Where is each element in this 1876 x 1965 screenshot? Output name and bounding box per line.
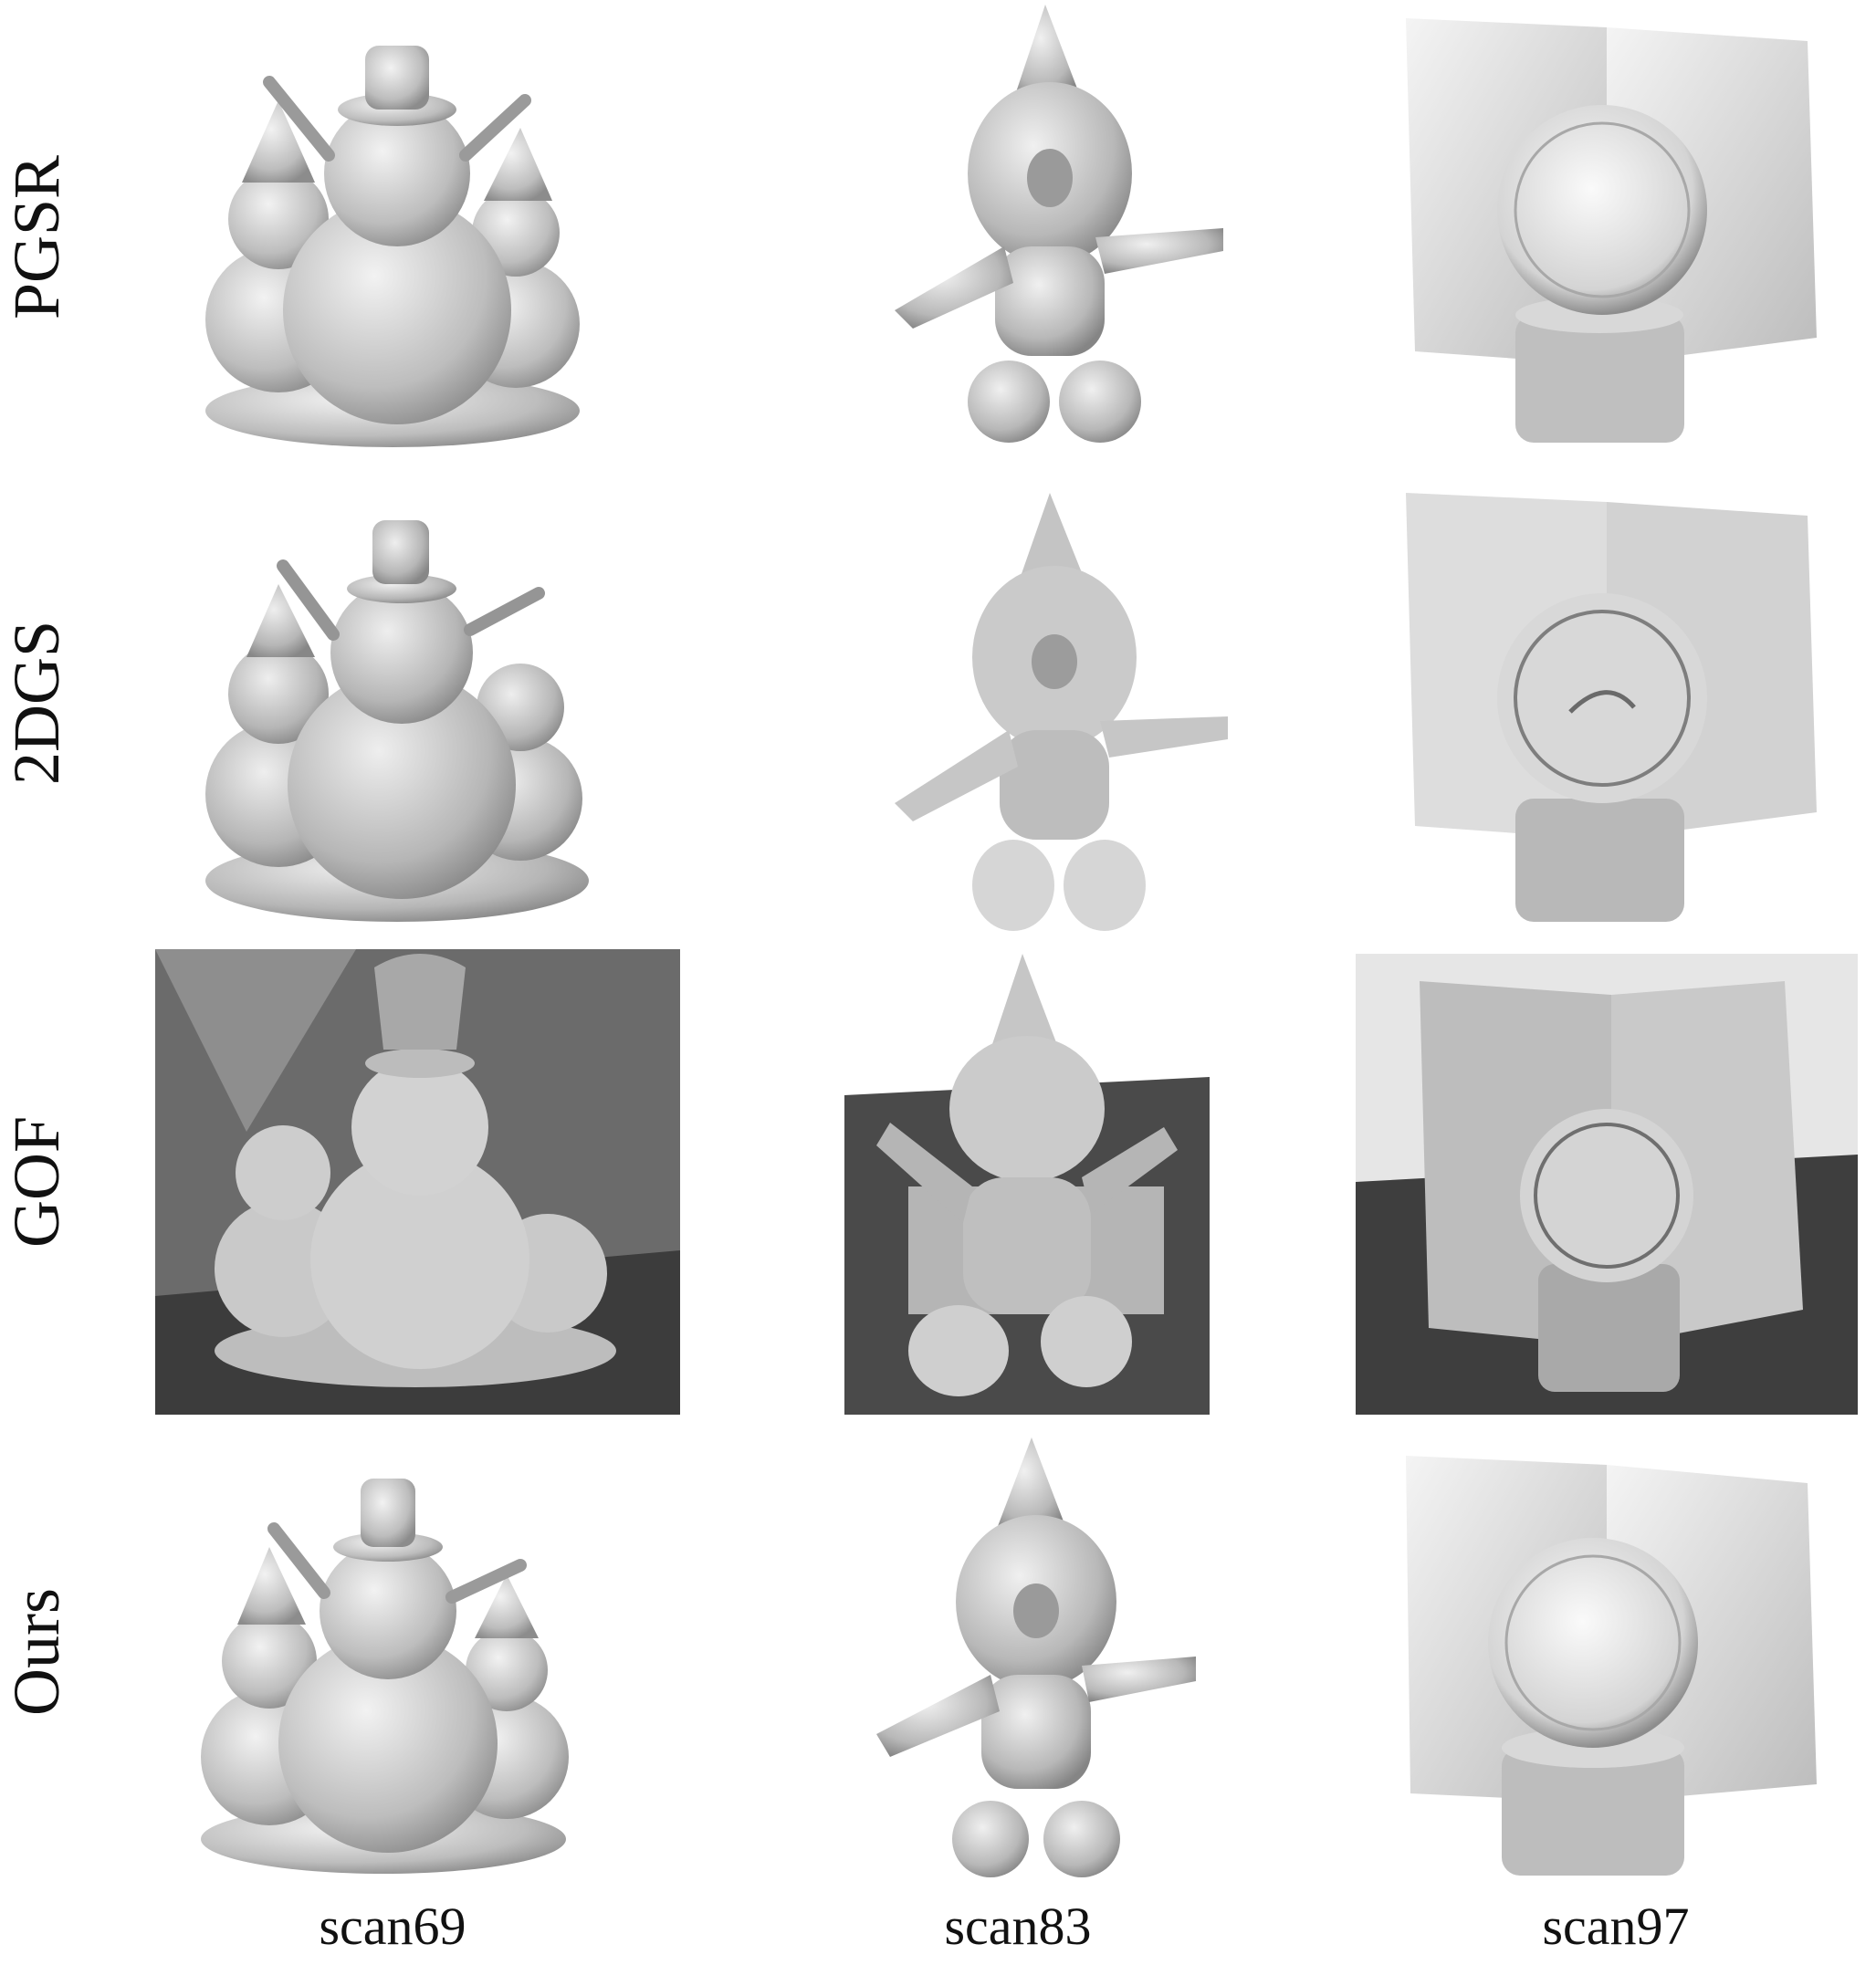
panel-gof-scan83 xyxy=(844,949,1210,1415)
panel-ours-scan83 xyxy=(854,1433,1219,1889)
can-box-mesh-image xyxy=(1356,954,1858,1415)
row-label-pgsr: PGSR xyxy=(0,154,74,320)
can-box-mesh-image xyxy=(1406,493,1817,922)
column-label-scan69: scan69 xyxy=(319,1896,466,1956)
panel-gof-scan97 xyxy=(1356,954,1858,1415)
row-label-2dgs: 2DGS xyxy=(0,620,74,786)
panel-ours-scan97 xyxy=(1388,1447,1835,1885)
snowman-mesh-image xyxy=(155,949,680,1415)
can-box-mesh-image xyxy=(1406,18,1817,443)
panel-gof-scan69 xyxy=(155,949,680,1415)
gnome-mesh-image xyxy=(844,949,1210,1415)
panel-2dgs-scan97 xyxy=(1397,484,1835,940)
panel-pgsr-scan69 xyxy=(169,18,625,456)
panel-2dgs-scan83 xyxy=(881,484,1246,940)
snowman-mesh-image xyxy=(205,520,589,922)
gnome-mesh-image xyxy=(895,5,1223,443)
gnome-mesh-image xyxy=(895,493,1228,931)
panel-ours-scan69 xyxy=(169,1447,603,1880)
panel-pgsr-scan83 xyxy=(876,0,1242,456)
row-label-ours: Ours xyxy=(0,1588,73,1716)
column-label-scan83: scan83 xyxy=(944,1896,1092,1956)
column-label-scan97: scan97 xyxy=(1542,1896,1690,1956)
snowman-mesh-image xyxy=(201,1479,569,1874)
gnome-mesh-image xyxy=(876,1437,1196,1877)
panel-2dgs-scan69 xyxy=(164,493,630,931)
row-label-gof: GOF xyxy=(0,1115,74,1249)
snowman-mesh-image xyxy=(205,46,580,447)
can-box-mesh-image xyxy=(1406,1456,1817,1876)
panel-pgsr-scan97 xyxy=(1397,9,1835,456)
